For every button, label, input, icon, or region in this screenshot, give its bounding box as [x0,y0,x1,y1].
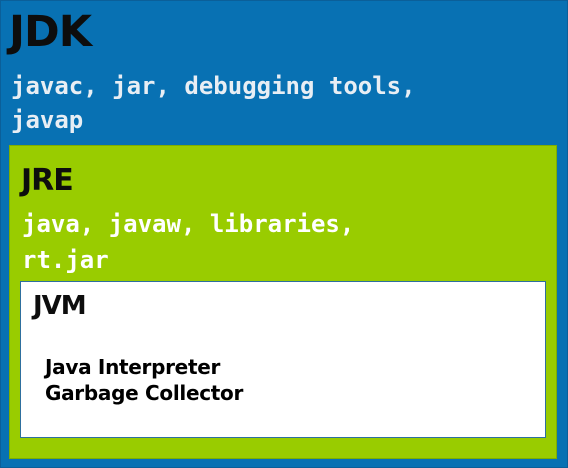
jre-tools-text: java, javaw, libraries, rt.jar [22,210,355,274]
jre-box: JRE java, javaw, libraries, rt.jar JVM J… [9,145,557,459]
jvm-component-garbage-collector: Garbage Collector [45,381,244,405]
jvm-component-list: Java Interpreter Garbage Collector [45,354,243,406]
jdk-title: JDK [9,7,92,57]
jvm-title: JVM [33,291,87,321]
jvm-box: JVM Java Interpreter Garbage Collector [20,281,546,438]
jdk-tools-text: javac, jar, debugging tools, javap [11,72,416,134]
jvm-component-interpreter: Java Interpreter [45,355,221,379]
jre-title: JRE [21,163,74,198]
